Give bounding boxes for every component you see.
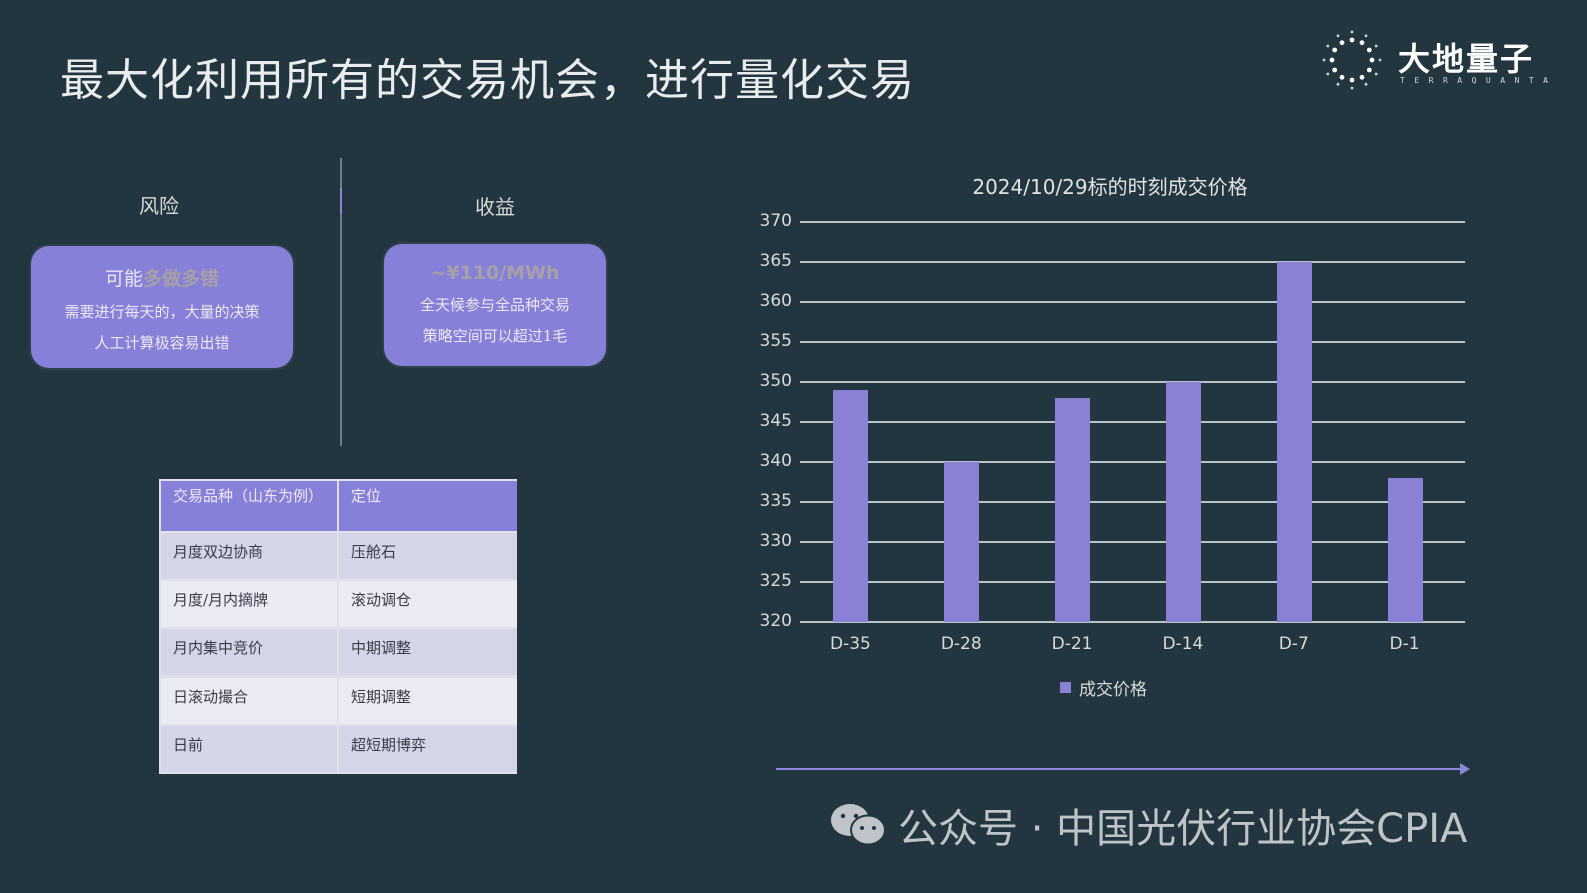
bar-d-14 [1165, 382, 1201, 622]
chart-legend: 成交价格 [1060, 675, 1147, 700]
reward-card-head: ~¥110/MWh [384, 262, 606, 284]
y-tick-label: 325 [759, 571, 792, 591]
table-cell: 超短期博弈 [339, 725, 517, 772]
watermark-text: 公众号 · 中国光伏行业协会CPIA [898, 806, 1468, 852]
gridline [800, 221, 1465, 223]
gridline [800, 501, 1465, 503]
risk-card-line1: 需要进行每天的，大量的决策 [64, 303, 260, 321]
bar-d-28 [944, 462, 980, 622]
x-tick-label: D-28 [940, 634, 982, 654]
slide-title: 最大化利用所有的交易机会，进行量化交易 [60, 55, 915, 106]
chart-title: 2024/10/29标的时刻成交价格 [972, 175, 1248, 199]
gridline [800, 381, 1465, 383]
table-cell: 日前 [161, 725, 337, 772]
bar-d-35 [833, 390, 869, 622]
table-cell: 月内集中竞价 [161, 629, 337, 676]
gridline [800, 461, 1465, 463]
bar-d-7 [1276, 262, 1312, 622]
wechat-icon [831, 804, 886, 846]
reward-card: ~¥110/MWh 全天候参与全品种交易 策略空间可以超过1毛 [384, 244, 606, 366]
risk-highlight: 多做多错 [143, 268, 220, 290]
y-tick-label: 320 [759, 611, 792, 631]
gridline [800, 621, 1465, 623]
table-cell: 日滚动撮合 [161, 677, 337, 724]
trading-products-table: 交易品种（山东为例） 定位 月度双边协商 压舱石 月度/月内摘牌 滚动调仓 月内… [159, 479, 517, 774]
logo-name-en: TERRAQUANTA [1400, 76, 1558, 85]
risk-card: 可能多做多错 需要进行每天的，大量的决策 人工计算极容易出错 [31, 246, 293, 368]
y-tick-label: 345 [759, 411, 792, 431]
x-tick-label: D-7 [1278, 634, 1309, 654]
chart-plot-area: 370 365 360 355 350 345 340 335 330 325 320 D-35 D-2… [760, 211, 1465, 654]
gridline [800, 261, 1465, 263]
table-cell: 月度双边协商 [161, 533, 337, 580]
reward-card-line1: 全天候参与全品种交易 [419, 296, 570, 314]
x-tick-label: D-21 [1051, 634, 1093, 654]
watermark: 公众号 · 中国光伏行业协会CPIA [828, 796, 1467, 854]
table-header-product: 交易品种（山东为例） [161, 481, 337, 531]
x-tick-label: D-14 [1162, 634, 1204, 654]
x-tick-label: D-1 [1389, 634, 1420, 654]
reward-label: 收益 [475, 195, 515, 219]
x-tick-label: D-35 [829, 634, 871, 654]
gridline [800, 581, 1465, 583]
legend-swatch-icon [1060, 682, 1071, 693]
risk-label: 风险 [139, 194, 179, 218]
risk-card-head: 可能多做多错 [104, 268, 220, 290]
dotted-ring-logo-icon [1322, 30, 1382, 90]
reward-highlight: ~¥110/MWh [430, 262, 560, 284]
y-tick-label: 360 [759, 291, 792, 311]
table-cell: 滚动调仓 [339, 581, 517, 628]
column-divider [340, 158, 342, 446]
timeline-arrow [776, 768, 1462, 770]
y-tick-label: 350 [759, 371, 792, 391]
logo-name-cn: 大地量子 [1398, 40, 1535, 78]
y-tick-label: 330 [759, 531, 792, 551]
gridline [800, 421, 1465, 423]
gridline [800, 301, 1465, 303]
gridline [800, 541, 1465, 543]
table-header-position: 定位 [339, 481, 517, 531]
legend-label: 成交价格 [1079, 680, 1147, 700]
y-tick-label: 365 [759, 251, 792, 271]
bar-d-1 [1387, 478, 1423, 622]
bar-d-21 [1055, 398, 1091, 622]
y-tick-label: 340 [759, 451, 792, 471]
table-cell: 中期调整 [339, 629, 517, 676]
company-logo: 大地量子 TERRAQUANTA [1318, 26, 1548, 96]
table-cell: 月度/月内摘牌 [161, 581, 337, 628]
table-cell: 压舱石 [339, 533, 517, 580]
y-tick-label: 335 [759, 491, 792, 511]
table-cell: 短期调整 [339, 677, 517, 724]
y-tick-label: 370 [759, 211, 792, 231]
arrow-head-icon [1460, 763, 1470, 775]
reward-card-line2: 策略空间可以超过1毛 [422, 327, 568, 345]
gridline [800, 341, 1465, 343]
risk-card-line2: 人工计算极容易出错 [94, 334, 230, 352]
y-tick-label: 355 [759, 331, 792, 351]
price-bar-chart: 2024/10/29标的时刻成交价格 370 365 360 355 350 345 340… [740, 165, 1480, 725]
